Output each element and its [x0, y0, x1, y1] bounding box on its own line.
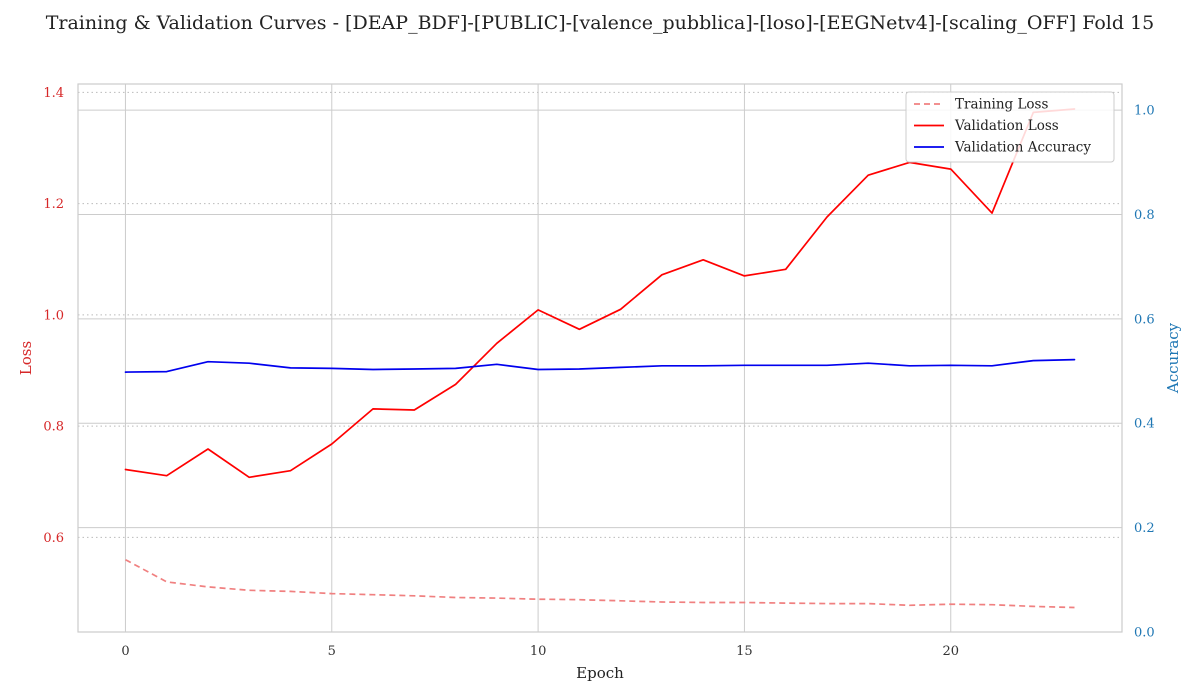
x-tick-label: 0	[121, 644, 129, 659]
series-line-1	[125, 558, 1075, 609]
y-right-tick-label: 1.0	[1134, 104, 1155, 119]
tick-labels: 0 5 10 15 20 0.6 0.8 1.0 1.2 1.4 0.0 0.2 0.4 0.6 0.8 1.…	[43, 86, 1154, 659]
x-tick-label: 20	[942, 644, 959, 659]
series-line-2	[124, 108, 1076, 479]
y-right-tick-label: 0.0	[1134, 626, 1155, 641]
chart-title: Training & Validation Curves - [DEAP_BDF…	[46, 12, 1155, 34]
legend: Training Loss Validation Loss Validation A…	[905, 91, 1115, 163]
y-right-tick-label: 0.4	[1134, 417, 1155, 432]
plot-frame	[77, 83, 1123, 633]
legend-label: Training Loss	[955, 97, 1048, 113]
y-left-tick-label: 1.2	[43, 197, 64, 212]
legend-label: Validation Accuracy	[954, 140, 1091, 156]
y-left-tick-label: 0.6	[43, 531, 64, 546]
series-layer	[124, 108, 1076, 609]
y-axis-label-left: Loss	[17, 341, 35, 375]
x-tick-label: 15	[736, 644, 753, 659]
x-tick-label: 5	[328, 644, 336, 659]
legend-box	[905, 91, 1115, 163]
x-tick-label: 10	[530, 644, 547, 659]
series-line-3	[124, 358, 1076, 373]
y-left-tick-label: 1.4	[43, 86, 64, 101]
legend-label: Validation Loss	[954, 118, 1059, 134]
y-right-tick-label: 0.8	[1134, 208, 1155, 223]
y-right-tick-label: 0.2	[1134, 521, 1155, 536]
y-left-tick-label: 1.0	[43, 308, 64, 323]
x-axis-label: Epoch	[576, 664, 624, 682]
y-axis-label-right: Accuracy	[1164, 322, 1182, 394]
y-left-tick-label: 0.8	[43, 420, 64, 435]
y-right-tick-label: 0.6	[1134, 312, 1155, 327]
grid	[78, 84, 1122, 633]
